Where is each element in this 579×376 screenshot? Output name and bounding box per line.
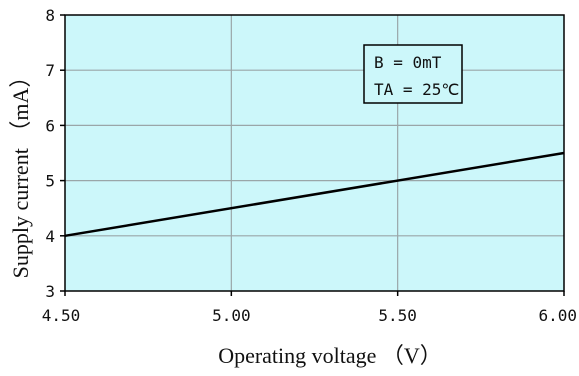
y-tick-label: 8 (45, 6, 55, 25)
series-line (64, 151, 565, 238)
y-tick-label: 6 (45, 116, 55, 135)
condition-legend-box (363, 44, 463, 104)
x-tick-labels: 4.50 5.00 5.50 6.00 (42, 306, 577, 325)
plot-frame (64, 14, 565, 292)
condition-temperature: TA = 25℃ (374, 80, 459, 99)
x-tick-label: 5.50 (378, 306, 417, 325)
y-tick-labels: 3 4 5 6 7 8 (45, 6, 55, 301)
x-tick-label: 4.50 (42, 306, 81, 325)
x-tick-label: 5.00 (212, 306, 251, 325)
series-group (64, 151, 565, 238)
x-tick-label: 6.00 (538, 306, 577, 325)
tick-marks (60, 14, 565, 296)
y-tick-label: 3 (45, 282, 55, 301)
condition-legend: B = 0mT TA = 25℃ (363, 44, 463, 104)
y-axis-title: Supply current （mA） (8, 66, 33, 279)
y-tick-label: 7 (45, 61, 55, 80)
y-tick-label: 4 (45, 227, 55, 246)
y-tick-label: 5 (45, 172, 55, 191)
plot-area (65, 15, 564, 291)
x-axis-title: Operating voltage （V） (218, 343, 442, 368)
condition-magnetic-field: B = 0mT (374, 53, 442, 72)
